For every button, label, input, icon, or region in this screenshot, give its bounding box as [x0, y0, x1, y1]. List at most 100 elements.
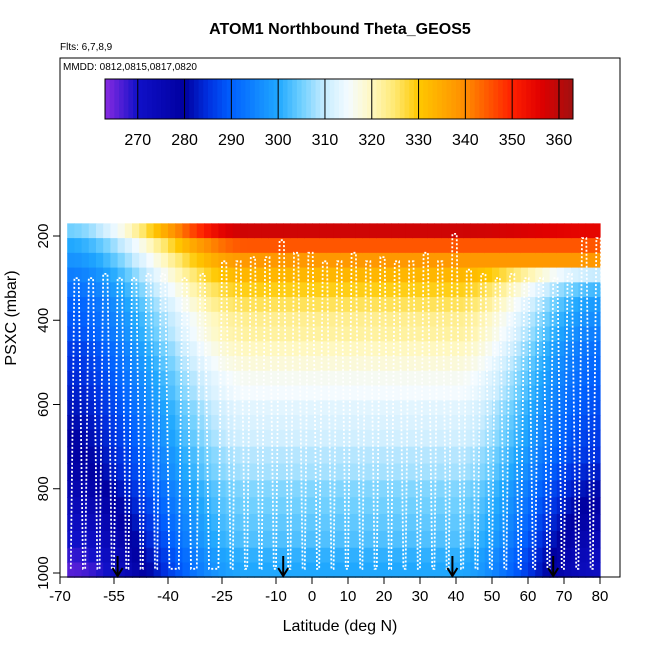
heatmap-cell [290, 252, 299, 269]
heatmap-cell [427, 356, 435, 372]
colorbar-swatch [465, 79, 471, 119]
heatmap-cell [103, 341, 111, 357]
heatmap-cell [412, 446, 421, 465]
heatmap-cell [391, 530, 399, 549]
heatmap-cell [592, 297, 601, 313]
colorbar-swatch [558, 79, 565, 119]
heatmap-cell [556, 326, 565, 342]
heatmap-cell [463, 341, 471, 357]
heatmap-cell [153, 282, 162, 298]
heatmap-cell [492, 562, 500, 578]
heatmap-cell [499, 282, 507, 298]
heatmap-cell [535, 252, 543, 269]
heatmap-cell [261, 463, 270, 481]
heatmap-cell [506, 238, 515, 254]
heatmap-cell [441, 530, 450, 549]
heatmap-cell [189, 282, 198, 298]
heatmap-cell [189, 370, 198, 387]
heatmap-cell [427, 282, 435, 298]
heatmap-cell [196, 400, 205, 416]
heatmap-cell [477, 356, 486, 372]
heatmap-cell [74, 497, 83, 515]
heatmap-cell [578, 385, 587, 401]
heatmap-cell [571, 252, 579, 269]
heatmap-cell [211, 311, 219, 328]
heatmap-cell [506, 446, 515, 465]
heatmap-cell [420, 341, 428, 357]
heatmap-cell [441, 547, 450, 564]
heatmap-cell [160, 223, 169, 239]
heatmap-cell [355, 480, 363, 498]
heatmap-cell [67, 252, 75, 269]
heatmap-cell [492, 400, 500, 416]
heatmap-cell [506, 385, 515, 401]
heatmap-cell [384, 562, 392, 578]
heatmap-cell [556, 415, 565, 431]
heatmap-cell [513, 252, 522, 269]
heatmap-cell [88, 267, 97, 283]
heatmap-cell [196, 385, 205, 401]
heatmap-cell [376, 326, 385, 342]
heatmap-cell [168, 463, 176, 481]
colorbar-swatch [367, 79, 373, 119]
heatmap-cell [232, 370, 241, 387]
heatmap-cell [348, 514, 356, 532]
heatmap-cell [96, 562, 104, 578]
heatmap-cell [376, 562, 385, 578]
heatmap-cell [405, 311, 414, 328]
heatmap-cell [528, 238, 536, 254]
heatmap-cell [499, 562, 507, 578]
heatmap-cell [571, 463, 579, 481]
heatmap-cell [448, 514, 457, 532]
heatmap-cell [160, 370, 169, 387]
heatmap-cell [312, 446, 320, 465]
heatmap-cell [312, 530, 320, 549]
heatmap-cell [348, 223, 356, 239]
heatmap-cell [290, 480, 299, 498]
heatmap-cell [463, 446, 471, 465]
heatmap-cell [304, 547, 313, 564]
heatmap-cell [319, 385, 327, 401]
heatmap-cell [254, 497, 263, 515]
heatmap-cell [254, 400, 263, 416]
heatmap-cell [254, 429, 263, 448]
heatmap-cell [124, 446, 133, 465]
heatmap-cell [412, 341, 421, 357]
heatmap-cell [160, 514, 169, 532]
heatmap-cell [420, 326, 428, 342]
heatmap-cell [153, 341, 162, 357]
colorbar-swatch [479, 79, 485, 119]
heatmap-cell [304, 400, 313, 416]
heatmap-cell [477, 497, 486, 515]
heatmap-cell [391, 463, 399, 481]
heatmap-cell [175, 385, 183, 401]
colorbar-swatch [142, 79, 148, 119]
heatmap-cell [499, 385, 507, 401]
heatmap-cell [74, 514, 83, 532]
heatmap-cell [261, 223, 270, 239]
heatmap-cell [175, 514, 183, 532]
heatmap-cell [297, 385, 306, 401]
heatmap-cell [477, 238, 486, 254]
heatmap-cell [283, 446, 291, 465]
heatmap-cell [139, 429, 147, 448]
heatmap-cell [456, 497, 464, 515]
heatmap-cell [549, 282, 558, 298]
heatmap-cell [571, 282, 579, 298]
heatmap-cell [276, 429, 284, 448]
heatmap-cell [189, 497, 198, 515]
heatmap-cell [240, 282, 248, 298]
heatmap-cell [67, 311, 75, 328]
heatmap-cell [268, 311, 277, 328]
heatmap-cell [160, 282, 169, 298]
heatmap-cell [319, 370, 327, 387]
heatmap-cell [103, 429, 111, 448]
heatmap-cell [283, 400, 291, 416]
colorbar-swatch [301, 79, 307, 119]
heatmap-cell [412, 497, 421, 515]
heatmap-cell [412, 429, 421, 448]
heatmap-cell [578, 341, 587, 357]
heatmap-cell [398, 223, 407, 239]
heatmap-cell [535, 480, 543, 498]
heatmap-cell [175, 370, 183, 387]
